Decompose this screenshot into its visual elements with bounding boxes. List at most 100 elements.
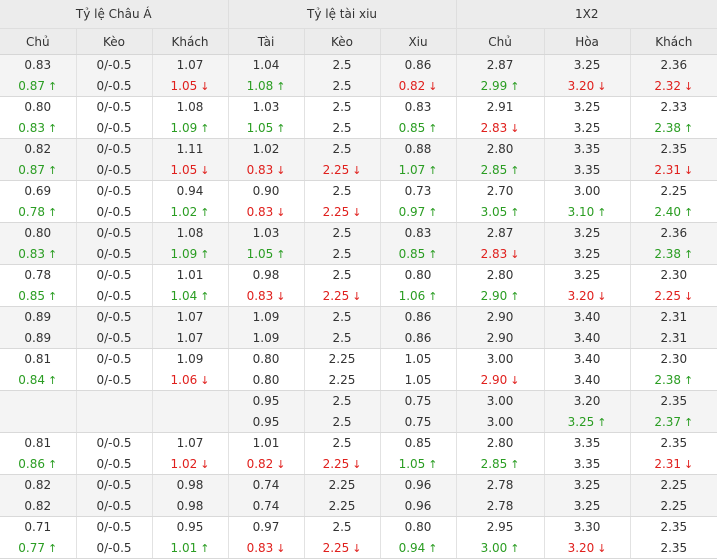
odds-value: 0.82	[24, 478, 52, 492]
odds-value: 3.40	[573, 352, 601, 366]
arrow-up-icon: ↑	[428, 205, 438, 219]
odds-value: 3.25	[567, 414, 595, 429]
opening-odds: 0.88	[381, 139, 456, 160]
cell-ou-over: 0.98 0.83 ↓	[228, 264, 305, 307]
arrow-down-icon: ↓	[428, 79, 438, 93]
odds-value: 0.96	[404, 498, 432, 513]
arrow-up-icon: ↑	[428, 457, 438, 471]
odds-value: 2.5	[332, 58, 352, 72]
opening-odds: 0/-0.5	[77, 475, 152, 496]
cell-asian-away: 1.08 1.09 ↑	[152, 222, 229, 265]
odds-value: 0.89	[24, 310, 52, 324]
current-odds: 3.40	[545, 370, 630, 391]
opening-odds: 3.00	[457, 349, 544, 370]
cell-asian-away: 0.95 1.01 ↑	[152, 516, 229, 559]
odds-value: 2.5	[332, 226, 352, 240]
current-odds: 1.09 ↑	[153, 118, 228, 139]
odds-value: 2.25	[660, 184, 688, 198]
opening-odds: 2.30	[631, 265, 717, 286]
cell-x12-draw: 3.25 3.20 ↓	[544, 54, 631, 97]
arrow-up-icon: ↑	[510, 541, 520, 555]
odds-value: 0/-0.5	[96, 100, 132, 114]
cell-ou-over: 0.97 0.83 ↓	[228, 516, 305, 559]
arrow-up-icon: ↑	[276, 79, 286, 93]
odds-value: 2.25	[322, 288, 350, 303]
odds-value: 2.40	[654, 204, 682, 219]
arrow-down-icon: ↓	[510, 247, 520, 261]
odds-value: 0.83	[246, 162, 274, 177]
current-odds: 2.31 ↓	[631, 454, 717, 475]
current-odds: 0.83 ↑	[0, 244, 76, 265]
odds-value: 1.09	[252, 310, 280, 324]
odds-value: 1.05	[170, 162, 198, 177]
arrow-up-icon: ↑	[684, 415, 694, 429]
opening-odds: 0.98	[229, 265, 304, 286]
current-odds: 0.95	[229, 412, 304, 433]
cell-ou-under: 0.75 0.75	[380, 390, 457, 433]
odds-value: 3.25	[573, 58, 601, 72]
arrow-down-icon: ↓	[200, 79, 210, 93]
current-odds: 1.05	[381, 370, 456, 391]
odds-value: 2.35	[660, 436, 688, 450]
cell-asian-handicap: 0/-0.5 0/-0.5	[76, 306, 153, 349]
current-odds: 2.5	[305, 328, 380, 349]
current-odds: 0.98	[153, 496, 228, 517]
current-odds: 0/-0.5	[77, 538, 152, 559]
opening-odds: 0.73	[381, 181, 456, 202]
current-odds: 3.20 ↓	[545, 76, 630, 97]
current-odds: 2.25	[305, 496, 380, 517]
odds-value: 0.85	[18, 288, 45, 303]
cell-ou-line: 2.25 2.25	[304, 348, 381, 391]
cell-x12-draw: 3.40 3.40	[544, 348, 631, 391]
current-odds: 0.83 ↓	[229, 286, 304, 307]
arrow-up-icon: ↑	[276, 247, 286, 261]
opening-odds: 2.25	[631, 475, 717, 496]
opening-odds: 0.82	[0, 475, 76, 496]
odds-value: 0.74	[252, 478, 280, 492]
odds-value: 2.85	[480, 162, 508, 177]
odds-value: 0.82	[24, 142, 52, 156]
opening-odds: 2.80	[457, 433, 544, 454]
odds-value: 3.25	[573, 226, 601, 240]
opening-odds: 1.03	[229, 223, 304, 244]
group-header-1x2: 1X2	[456, 0, 717, 29]
odds-value: 2.36	[660, 58, 688, 72]
opening-odds: 0/-0.5	[77, 349, 152, 370]
opening-odds: 1.01	[229, 433, 304, 454]
column-header-home: Chủ	[0, 28, 77, 55]
current-odds: 0/-0.5	[77, 202, 152, 223]
odds-value: 0/-0.5	[96, 120, 132, 135]
opening-odds: 3.35	[545, 139, 630, 160]
odds-value: 2.91	[486, 100, 514, 114]
opening-odds: 0.95	[153, 517, 228, 538]
current-odds: 0.82	[0, 496, 76, 517]
cell-asian-home: 0.81 0.86 ↑	[0, 432, 77, 475]
current-odds	[0, 412, 76, 433]
current-odds: 1.05 ↓	[153, 160, 228, 181]
arrow-up-icon: ↑	[200, 247, 210, 261]
cell-ou-line: 2.25 2.25	[304, 474, 381, 517]
odds-value: 0.95	[252, 394, 280, 408]
arrow-down-icon: ↓	[200, 457, 210, 471]
cell-ou-under: 0.73 0.97 ↑	[380, 180, 457, 223]
opening-odds: 0.80	[0, 97, 76, 118]
current-odds: 0.89	[0, 328, 76, 349]
opening-odds: 0.80	[0, 223, 76, 244]
arrow-up-icon: ↑	[684, 247, 694, 261]
odds-value: 0/-0.5	[96, 372, 132, 387]
opening-odds: 0.83	[0, 55, 76, 76]
arrow-down-icon: ↓	[352, 457, 362, 471]
odds-value: 3.20	[567, 78, 595, 93]
arrow-up-icon: ↑	[48, 163, 58, 177]
opening-odds: 1.07	[153, 433, 228, 454]
odds-value: 3.40	[573, 310, 601, 324]
odds-value: 1.02	[252, 142, 280, 156]
opening-odds: 1.09	[229, 307, 304, 328]
odds-value: 0/-0.5	[96, 184, 132, 198]
current-odds: 0.97 ↑	[381, 202, 456, 223]
current-odds: 0/-0.5	[77, 496, 152, 517]
odds-value: 3.20	[567, 288, 595, 303]
cell-ou-over: 1.04 1.08 ↑	[228, 54, 305, 97]
odds-value: 2.25	[660, 498, 688, 513]
cell-x12-draw: 3.25 3.25	[544, 222, 631, 265]
